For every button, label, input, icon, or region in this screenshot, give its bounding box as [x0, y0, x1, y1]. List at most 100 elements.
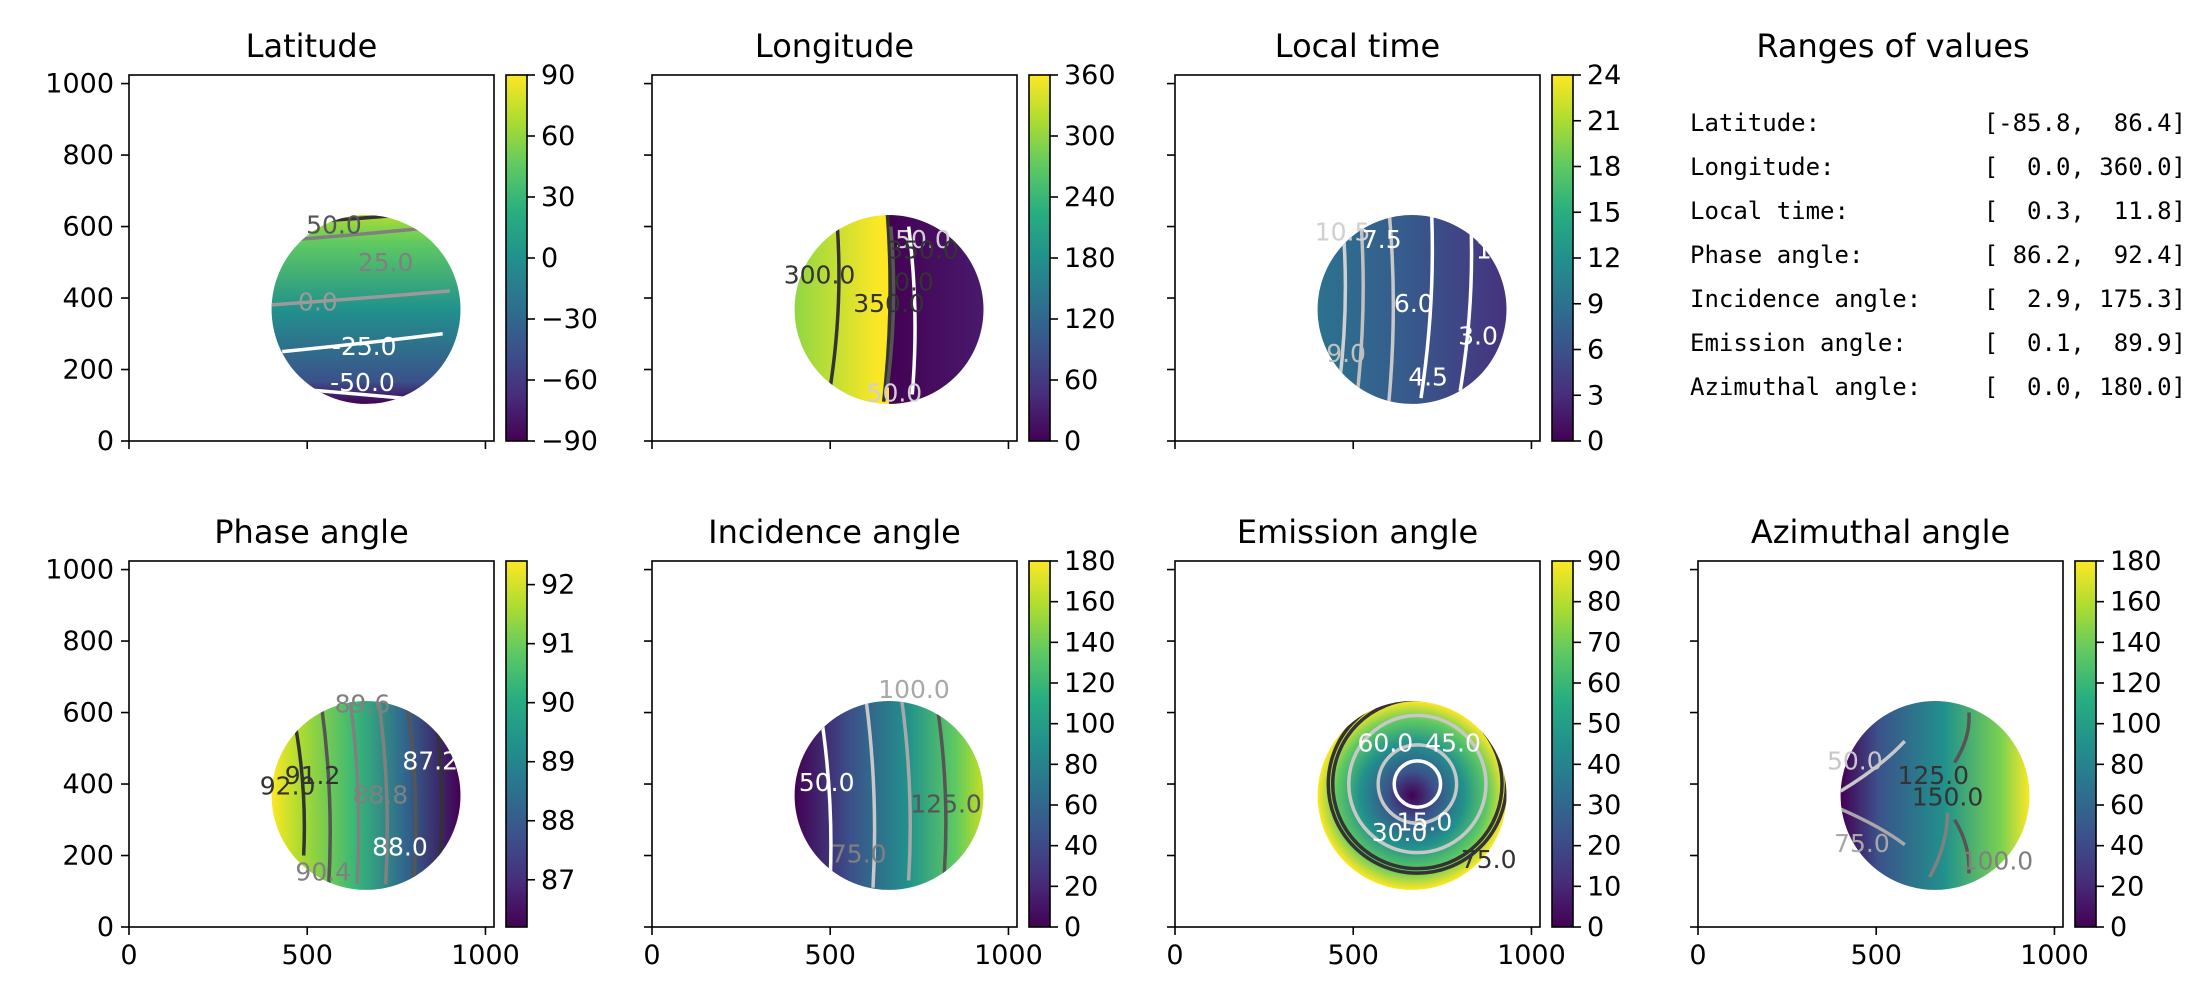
incidence-angle-title: Incidence angle — [708, 513, 961, 551]
colorbar-tick-label: 180 — [1064, 546, 1116, 577]
contour-line — [1326, 701, 1507, 875]
colorbar-tick-label: 20 — [1064, 871, 1098, 902]
y-tick-label: 600 — [62, 212, 114, 243]
colorbar-tick-label: 100 — [2110, 709, 2162, 740]
contour-label: 91.2 — [285, 761, 341, 790]
longitude-panel: Longitude300.0350.00.050.050.0350.006012… — [644, 27, 1116, 457]
longitude-title: Longitude — [755, 27, 914, 65]
contour-line — [1840, 807, 1906, 847]
colorbar-tick-label: 50 — [1587, 709, 1621, 740]
range-row-value: [-85.8, 86.4] — [1984, 109, 2186, 137]
contour-label: 75.0 — [831, 840, 887, 869]
colorbar-tick-label: 15 — [1587, 197, 1621, 228]
x-tick-label: 500 — [1850, 940, 1902, 971]
contour-line — [881, 215, 892, 402]
contour-label: 6.0 — [1394, 289, 1434, 318]
x-tick-label: 0 — [120, 940, 137, 971]
contour-label: 50.0 — [1827, 747, 1883, 776]
colorbar-tick-label: 40 — [2110, 831, 2144, 862]
x-tick-label: 500 — [1327, 940, 1379, 971]
colorbar-tick-label: 90 — [541, 60, 575, 91]
incidence-angle-colorbar — [1028, 560, 1051, 928]
azimuthal-angle-disk-image — [1840, 701, 2030, 890]
contour-label: -50.0 — [330, 368, 395, 397]
colorbar-tick-label: 0 — [541, 243, 558, 274]
contour-label: 88.8 — [352, 781, 408, 810]
contour-label: 88.0 — [372, 832, 428, 861]
phase-angle-panel: Phase angle 92.091.2 90.4 89.6 88.8 88.0 87.2 0… — [45, 513, 575, 971]
range-row-label: Local time: — [1690, 197, 1849, 225]
contour-label: 92.0 — [260, 772, 316, 801]
colorbar-tick-label: 240 — [1064, 182, 1116, 213]
phase-angle-title: Phase angle — [214, 513, 409, 551]
contour-line — [348, 701, 361, 885]
contour-line — [1458, 219, 1474, 392]
colorbar-tick-label: 60 — [2110, 790, 2144, 821]
colorbar-tick-label: 89 — [541, 747, 575, 778]
contour-label: 89.6 — [335, 689, 391, 718]
x-tick-label: 1000 — [974, 940, 1043, 971]
emission-angle-colorbar — [1551, 560, 1574, 928]
contour-label: 1.5 — [1476, 236, 1516, 265]
range-row-value: [ 86.2, 92.4] — [1984, 241, 2186, 269]
contour-label: 125.0 — [1897, 761, 1969, 790]
colorbar-tick-label: 10 — [1587, 871, 1621, 902]
incidence-angle-panel: Incidence angle 50.0 75.0 100.0 125.0 0 500 100… — [643, 513, 1115, 971]
contour-label: 50.0 — [799, 768, 855, 797]
colorbar-tick-label: 120 — [1064, 304, 1116, 335]
contour-label: 9.0 — [1326, 339, 1366, 368]
contour-line — [319, 705, 332, 888]
latitude-title: Latitude — [246, 27, 378, 65]
contour-line — [899, 701, 912, 881]
range-row-value: [ 0.0, 360.0] — [1984, 153, 2186, 181]
colorbar-tick-label: 80 — [1064, 749, 1098, 780]
local-time-colorbar — [1551, 74, 1574, 442]
contour-line — [1953, 712, 1971, 764]
local-time-disk-image — [1317, 215, 1507, 404]
contour-line — [1376, 743, 1459, 825]
contour-label: 300.0 — [784, 261, 856, 290]
contour-line — [405, 701, 418, 878]
contour-line — [935, 705, 948, 874]
contour-line — [1330, 701, 1504, 871]
colorbar-tick-label: 21 — [1587, 106, 1621, 137]
contour-label: 50.0 — [306, 211, 362, 240]
colorbar-tick-label: 40 — [1064, 831, 1098, 862]
colorbar-tick-label: −30 — [541, 304, 598, 335]
contour-label: 7.5 — [1362, 225, 1402, 254]
colorbar-tick-label: 360 — [1064, 60, 1116, 91]
latitude-disk-image — [271, 215, 461, 404]
colorbar-tick-label: 80 — [1587, 587, 1621, 618]
colorbar-tick-label: 6 — [1587, 335, 1604, 366]
x-tick-label: 0 — [643, 940, 660, 971]
azimuthal-angle-title: Azimuthal angle — [1751, 513, 2010, 551]
latitude-panel: Latitude50.025.00.0-25.0-50.002004006008… — [45, 27, 598, 457]
colorbar-tick-label: 30 — [1587, 790, 1621, 821]
y-tick-label: 800 — [62, 626, 114, 657]
contour-line — [1928, 812, 1950, 878]
contour-label: 50.0 — [895, 225, 951, 254]
azimuthal-angle-colorbar — [2074, 560, 2097, 928]
colorbar-tick-label: 120 — [2110, 668, 2162, 699]
contour-line — [1419, 215, 1435, 399]
contour-line — [1347, 713, 1488, 855]
x-tick-label: 0 — [1689, 940, 1706, 971]
contour-label: 75.0 — [1834, 829, 1890, 858]
azimuthal-angle-axes-frame — [1697, 560, 2064, 928]
emission-angle-disk-image — [1317, 701, 1507, 890]
contour-label: 75.0 — [1461, 845, 1517, 874]
colorbar-tick-label: 180 — [2110, 546, 2162, 577]
y-tick-label: 0 — [97, 912, 114, 943]
contour-label: 100.0 — [1962, 847, 2034, 876]
y-tick-label: 1000 — [45, 555, 114, 586]
contour-label: 45.0 — [1425, 729, 1481, 758]
x-tick-label: 1000 — [2020, 940, 2089, 971]
contour-label: 30.0 — [1372, 818, 1428, 847]
contour-label: -25.0 — [332, 332, 397, 361]
phase-angle-contours — [291, 701, 444, 888]
contour-label: 90.4 — [295, 857, 351, 886]
contour-label: 125.0 — [910, 789, 982, 818]
ranges-panel: Ranges of values Latitude: [-85.8, 86.4] L… — [1690, 27, 2186, 401]
contour-label: 87.2 — [402, 747, 458, 776]
